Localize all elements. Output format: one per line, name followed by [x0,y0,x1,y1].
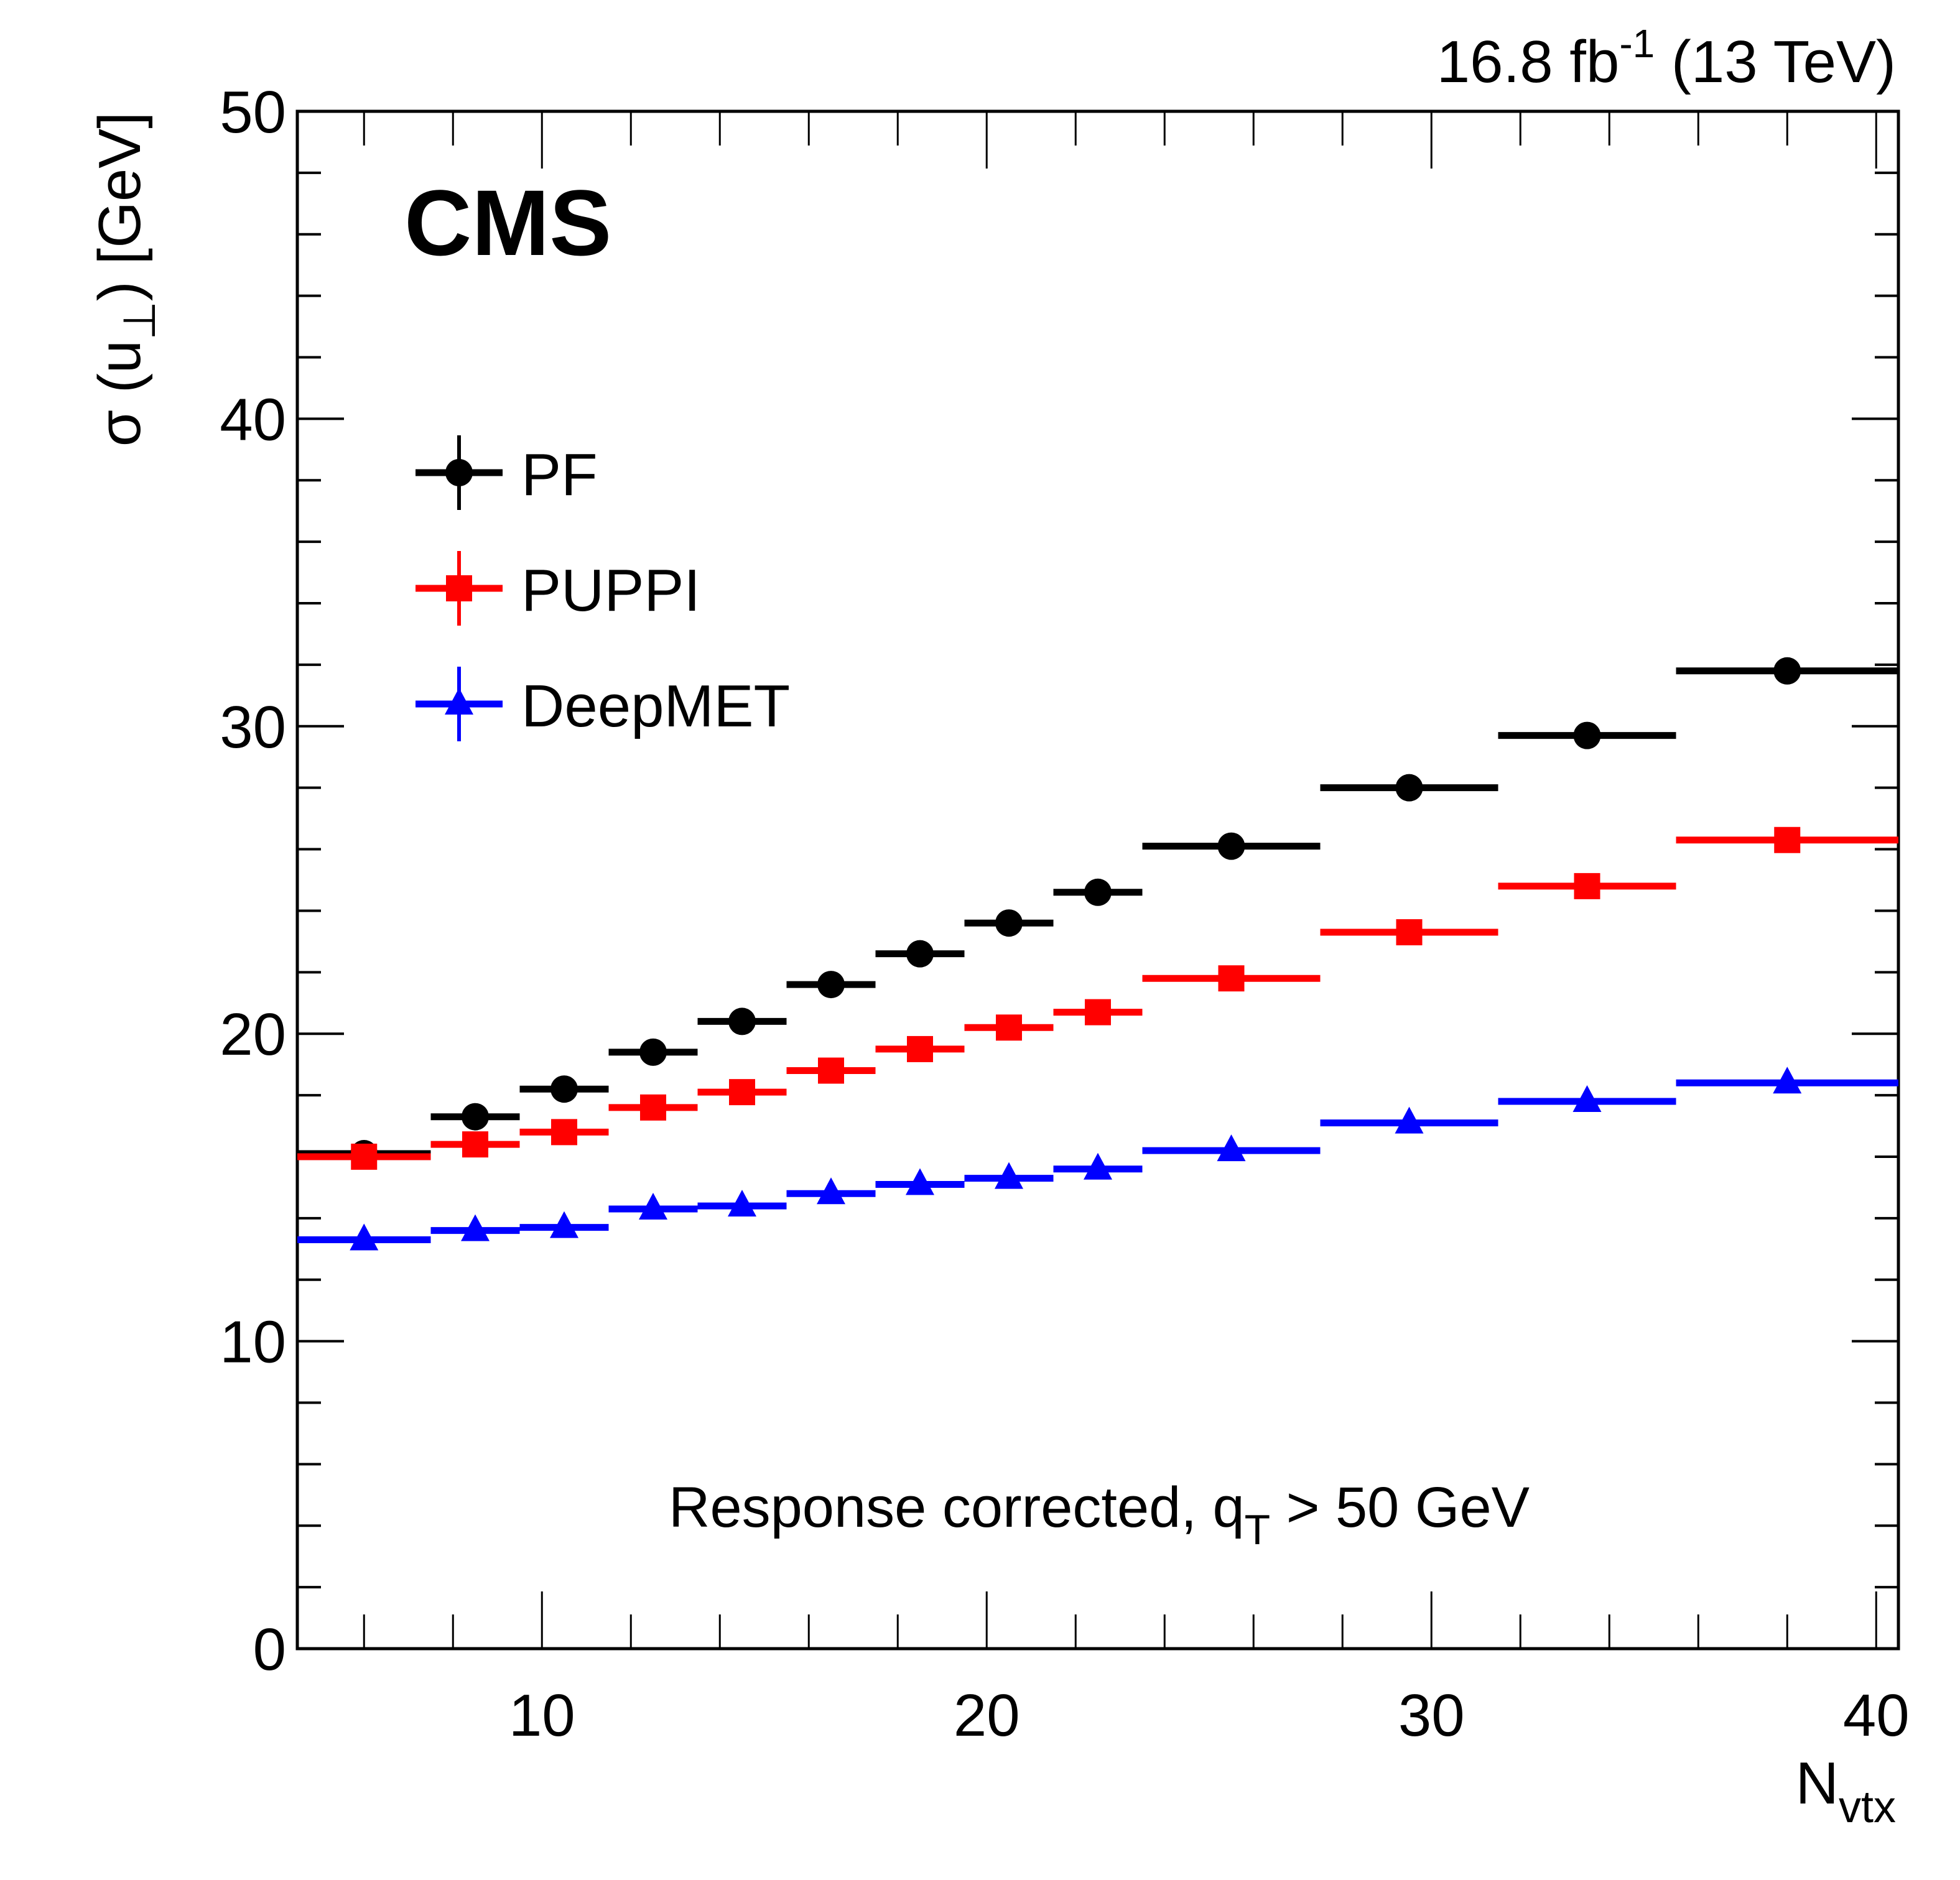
data-point [550,1075,578,1103]
plot-frame [295,109,1900,1651]
data-point [1085,999,1111,1026]
legend-item-pf: PF [416,435,598,510]
data-point [995,909,1023,937]
data-point [818,1057,844,1084]
series-puppi [297,827,1898,1170]
data-point [817,971,845,999]
data-point [1774,827,1801,853]
data-point [1217,832,1245,860]
data-point [729,1079,755,1106]
data-point [639,1038,667,1066]
legend-label: DeepMET [521,673,790,739]
x-tick-label: 40 [1843,1682,1910,1749]
data-point [639,1193,667,1220]
data-point [640,1094,666,1121]
legend-marker-square-icon [446,575,472,601]
data-point [462,1131,488,1158]
x-tick-label: 30 [1398,1682,1465,1749]
cms-label: CMS [404,170,611,275]
y-tick-label: 50 [220,79,286,146]
lumi-label: 16.8 fb-1 (13 TeV) [1437,21,1896,95]
data-point [996,1014,1022,1041]
legend-item-puppi: PUPPI [416,551,700,626]
data-point [1572,1085,1602,1112]
legend-marker-circle-icon [445,459,473,486]
data-point [461,1214,490,1241]
y-tick-label: 40 [220,386,286,453]
data-point [728,1007,756,1035]
legend-item-deepmet: DeepMET [416,667,790,741]
y-tick-label: 10 [220,1309,286,1376]
data-point [1773,1067,1802,1094]
data-point [1573,721,1601,749]
legend-label: PF [521,442,598,508]
y-axis-title: σ (u⊥) [GeV] [86,112,165,447]
data-point [550,1211,578,1238]
data-point [1084,1152,1112,1180]
data-point [551,1119,577,1146]
legend: PF PUPPI DeepMET [416,435,790,741]
data-point [1217,1134,1246,1162]
data-point [728,1190,756,1217]
data-point [1395,774,1423,802]
data-point [906,1168,934,1195]
data-point [995,1162,1023,1189]
data-point [462,1103,489,1131]
y-tick-label: 0 [253,1616,286,1683]
data-point [817,1177,845,1205]
series-pf [297,657,1898,1168]
data-point [906,940,934,968]
data-point [1773,657,1801,685]
legend-label: PUPPI [521,557,700,624]
data-point [1218,965,1245,992]
data-point [1395,1106,1424,1134]
legend-marker-triangle-icon [445,688,473,715]
annotation-text: Response corrected, qT > 50 GeV [669,1476,1530,1554]
data-point [1574,873,1600,899]
data-point [1084,878,1112,906]
y-tick-label: 20 [220,1001,286,1068]
series-deepmet [297,1067,1898,1251]
x-axis-title: Nvtx [1796,1750,1896,1832]
data-point [350,1223,379,1251]
x-tick-label: 20 [954,1682,1020,1749]
data-point [351,1143,378,1170]
data-point [1396,919,1423,946]
y-tick-label: 30 [220,694,286,761]
data-point [907,1035,933,1062]
x-tick-label: 10 [509,1682,575,1749]
